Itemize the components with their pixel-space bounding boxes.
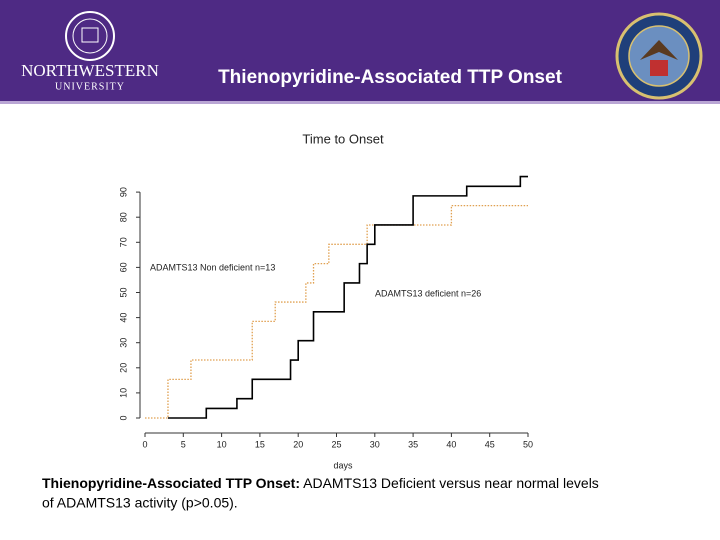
x-tick-label: 50 xyxy=(523,439,533,449)
x-tick-label: 0 xyxy=(142,439,147,449)
step-line xyxy=(167,175,528,419)
nu-seal xyxy=(65,11,115,61)
y-tick-label: 0 xyxy=(118,415,128,420)
y-tick-label: 70 xyxy=(118,237,128,247)
chart-title: Time to Onset xyxy=(302,131,384,146)
y-tick-label: 50 xyxy=(118,287,128,297)
header-rule xyxy=(0,101,720,104)
x-tick-label: 35 xyxy=(408,439,418,449)
header-bar xyxy=(0,0,720,101)
y-tick-label: 80 xyxy=(118,212,128,222)
y-tick-label: 90 xyxy=(118,187,128,197)
series-label: ADAMTS13 Non deficient n=13 xyxy=(150,262,275,272)
series-label: ADAMTS13 deficient n=26 xyxy=(375,288,481,298)
caption: of ADAMTS13 activity (p>0.05). xyxy=(42,495,238,511)
y-tick-label: 40 xyxy=(118,313,128,323)
x-tick-label: 40 xyxy=(446,439,456,449)
x-tick-label: 10 xyxy=(217,439,227,449)
x-tick-label: 30 xyxy=(370,439,380,449)
x-tick-label: 5 xyxy=(181,439,186,449)
y-tick-label: 20 xyxy=(118,363,128,373)
header-title: Thienopyridine-Associated TTP Onset xyxy=(218,67,562,88)
y-tick-label: 60 xyxy=(118,262,128,272)
logo-text: UNIVERSITY xyxy=(55,81,125,92)
caption-bold: Thienopyridine-Associated TTP Onset: xyxy=(42,475,300,491)
step-line xyxy=(145,205,528,419)
x-tick-label: 45 xyxy=(485,439,495,449)
x-tick-label: 15 xyxy=(255,439,265,449)
caption: Thienopyridine-Associated TTP Onset: ADA… xyxy=(42,475,599,491)
x-tick-label: 25 xyxy=(331,439,341,449)
y-tick-label: 30 xyxy=(118,338,128,348)
x-tick-label: 20 xyxy=(293,439,303,449)
va-seal xyxy=(615,12,703,100)
y-tick-label: 10 xyxy=(118,388,128,398)
logo-text: NORTHWESTERN xyxy=(21,61,159,80)
x-axis-label: days xyxy=(333,460,353,470)
caption-text: ADAMTS13 Deficient versus near normal le… xyxy=(300,475,599,491)
